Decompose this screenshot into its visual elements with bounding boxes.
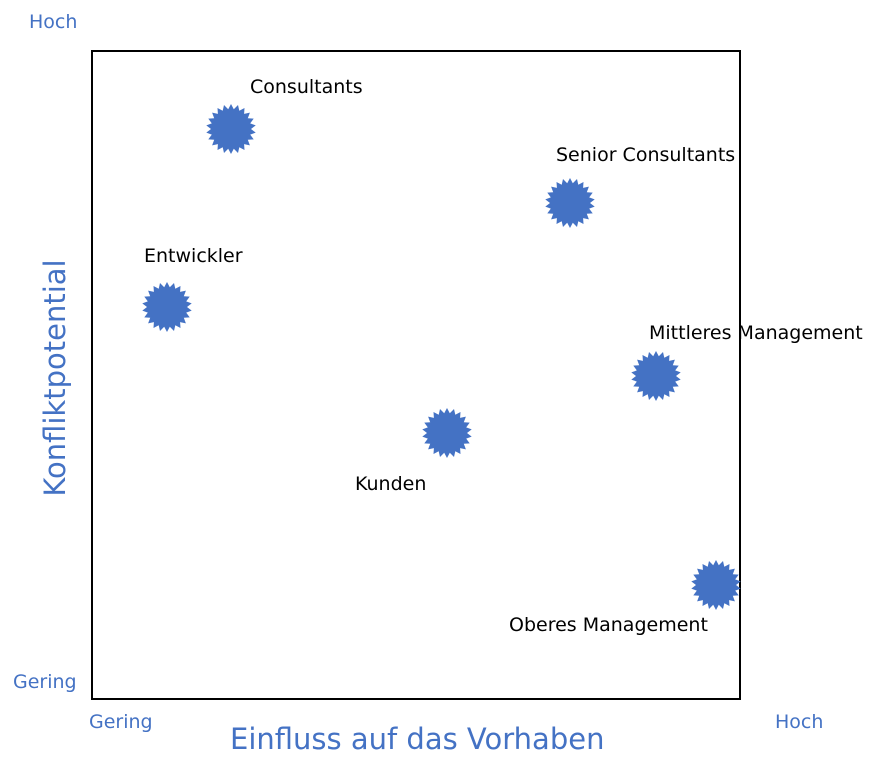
y-axis-high-label: Hoch — [29, 11, 78, 33]
stakeholder-label-senior-consultants: Senior Consultants — [556, 144, 736, 166]
starburst-icon-consultants — [206, 104, 256, 154]
stakeholder-label-entwickler: Entwickler — [144, 245, 243, 267]
stakeholder-label-oberes-management: Oberes Management — [509, 614, 708, 636]
stakeholder-label-kunden: Kunden — [355, 473, 427, 495]
x-axis-low-label: Gering — [89, 711, 153, 733]
stakeholder-label-mittleres-management: Mittleres Management — [649, 322, 863, 344]
x-axis-high-label: Hoch — [775, 711, 824, 733]
starburst-icon-senior-consultants — [545, 178, 595, 228]
starburst-icon-entwickler — [142, 282, 192, 332]
matrix-frame — [91, 50, 741, 700]
stakeholder-label-consultants: Consultants — [250, 76, 363, 98]
y-axis-low-label: Gering — [13, 671, 77, 693]
starburst-icon-kunden — [422, 408, 472, 458]
x-axis-title: Einfluss auf das Vorhaben — [230, 722, 605, 756]
starburst-icon-oberes-management — [691, 560, 741, 610]
starburst-icon-mittleres-management — [631, 351, 681, 401]
